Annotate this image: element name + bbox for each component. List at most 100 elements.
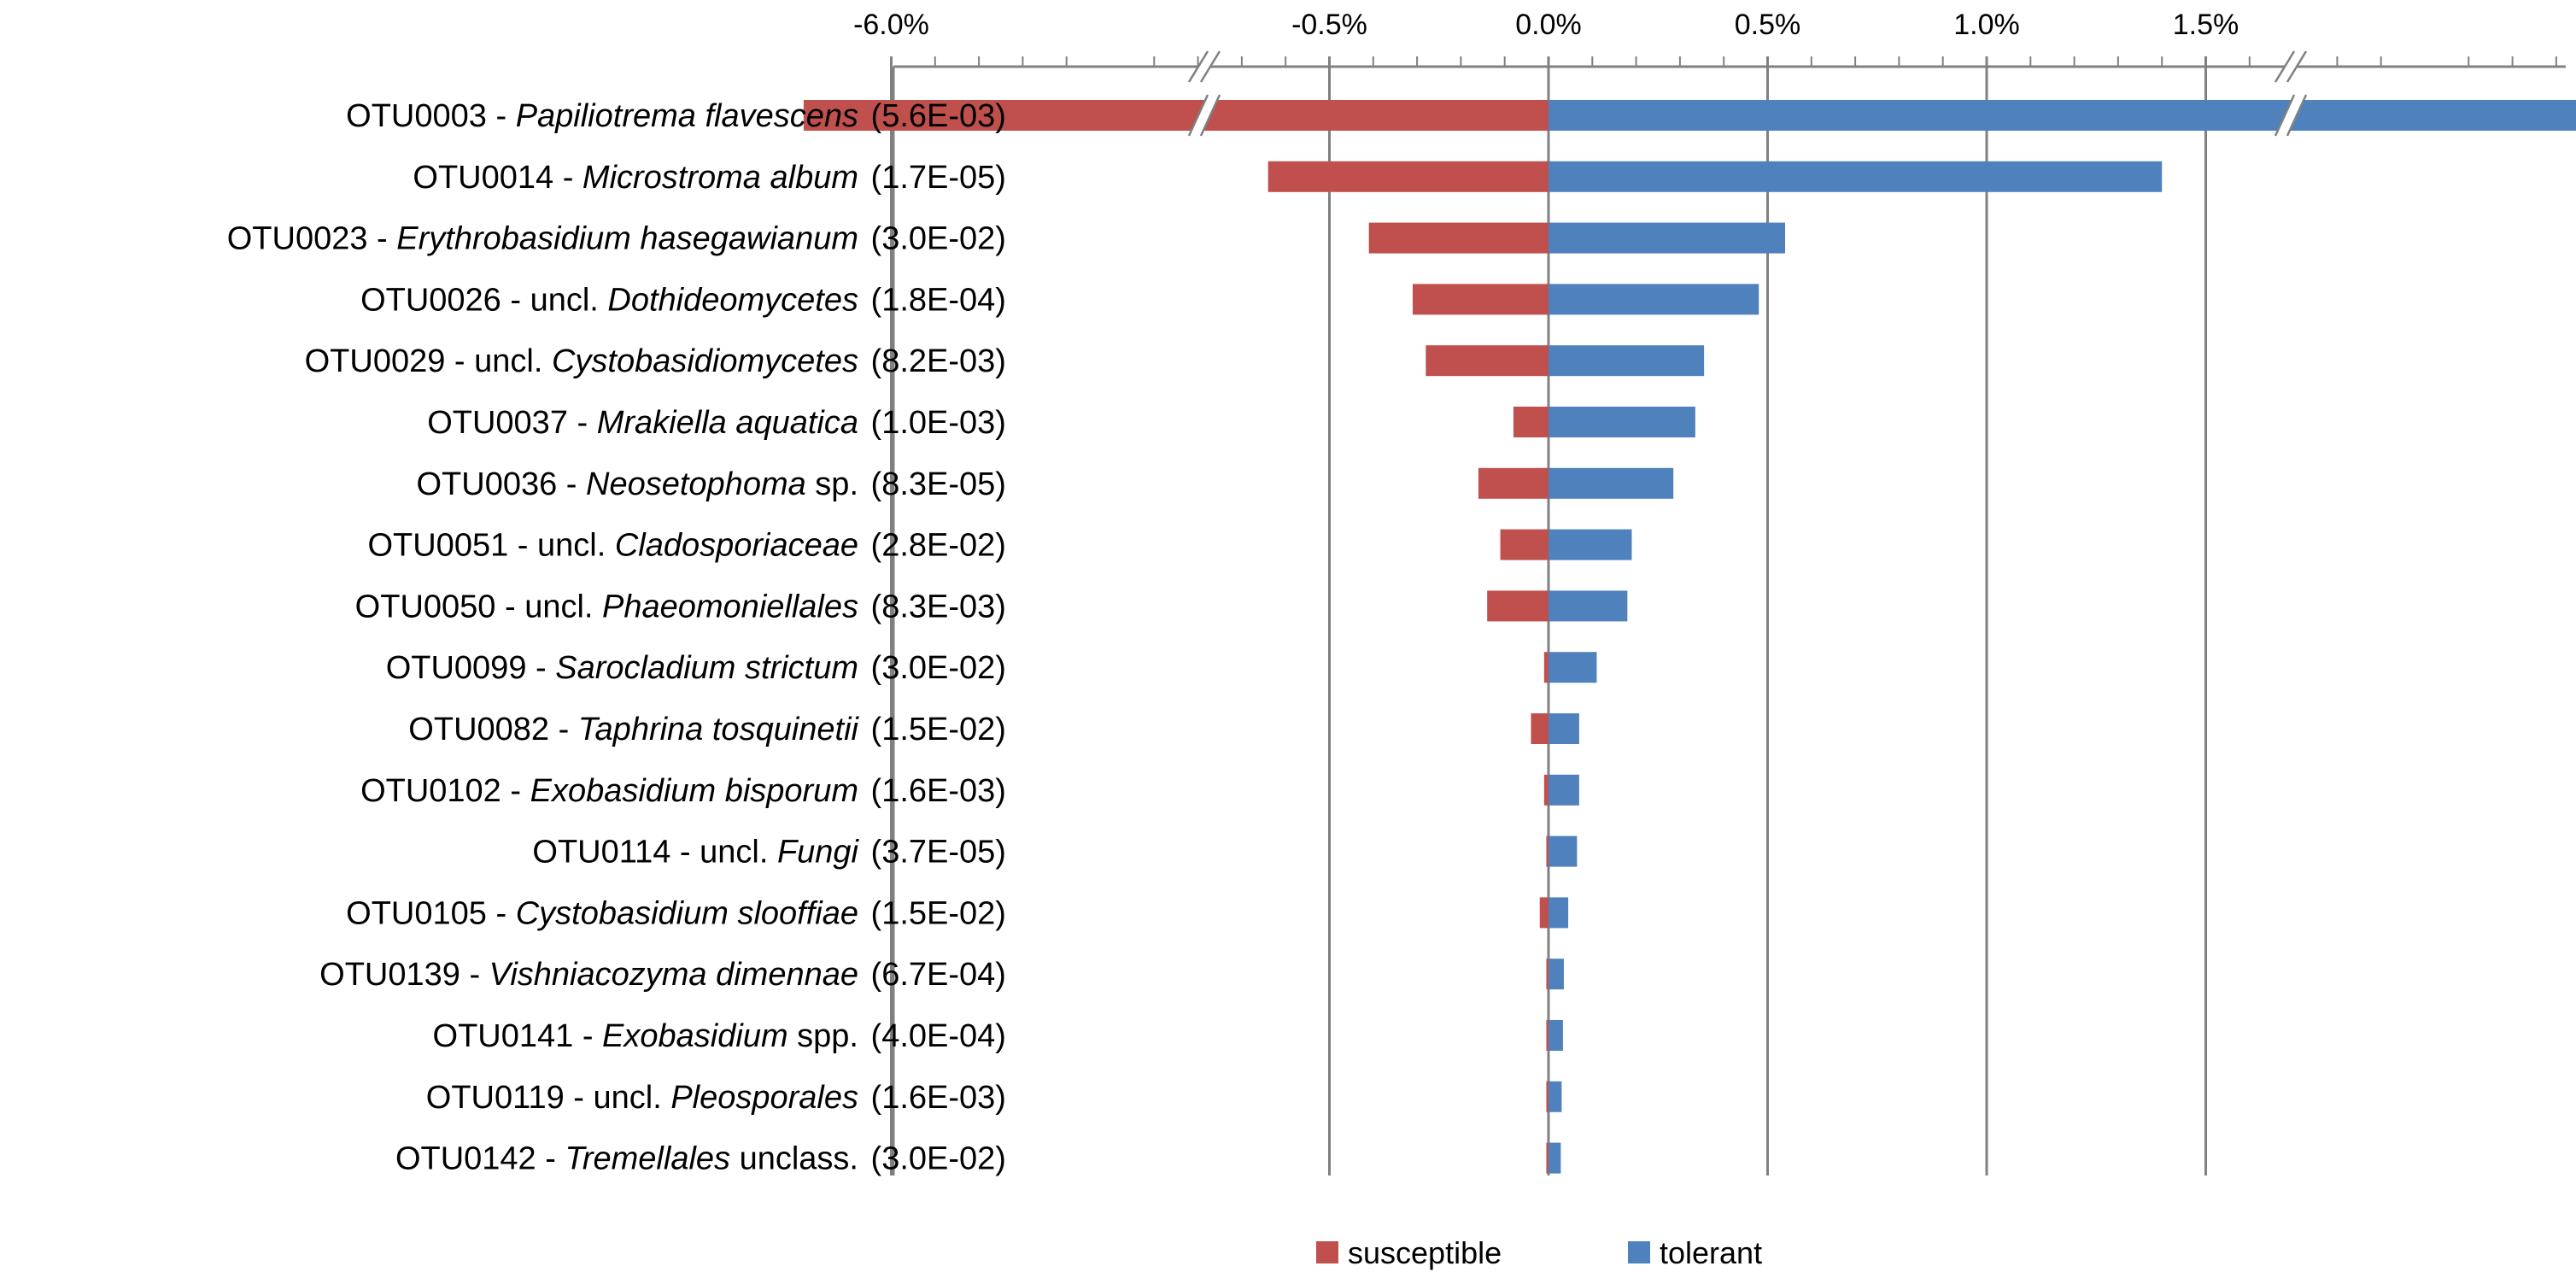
axis-break-line <box>1199 94 1221 137</box>
p-value: (3.7E-05) <box>862 835 1006 871</box>
row-label: OTU0003 - Papiliotrema flavescens <box>346 98 858 134</box>
axis-breaks <box>1187 50 2308 137</box>
taxon-name: Exobasidium bisporum <box>530 773 858 809</box>
bar-tolerant <box>1549 652 1597 683</box>
legend: susceptible tolerant <box>1316 1235 1762 1270</box>
otu-id: OTU0114 - uncl. <box>532 835 777 871</box>
x-tick-label: 1.5% <box>2173 9 2239 41</box>
row-label: OTU0102 - Exobasidium bisporum <box>360 773 858 809</box>
axis-break-gap <box>1189 51 1220 82</box>
otu-id: OTU0051 - uncl. <box>367 528 614 564</box>
row-label: OTU0099 - Sarocladium strictum <box>386 650 858 686</box>
bar-susceptible <box>1546 1020 1549 1051</box>
p-value: (2.8E-02) <box>862 528 1006 564</box>
p-value: (3.0E-02) <box>862 650 1006 686</box>
row-label: OTU0082 - Taphrina tosquinetii <box>408 712 859 747</box>
row-label: OTU0119 - uncl. Pleosporales <box>426 1080 858 1116</box>
taxon-name: Phaeomoniellales <box>602 589 858 624</box>
otu-id: OTU0099 - <box>386 650 556 686</box>
taxon-name: Vishniacozyma dimennae <box>489 957 858 993</box>
row-label: OTU0141 - Exobasidium spp. <box>433 1018 858 1054</box>
p-value: (3.0E-02) <box>862 1141 1006 1177</box>
otu-id: OTU0141 - <box>433 1018 603 1054</box>
p-value: (1.6E-03) <box>862 773 1006 809</box>
taxon-name: Papiliotrema flavescens <box>516 98 858 134</box>
taxon-name: Cystobasidiomycetes <box>552 343 858 379</box>
p-value: (1.5E-02) <box>862 895 1006 931</box>
bar-tolerant <box>1549 713 1579 744</box>
taxon-name: Tremellales <box>565 1141 730 1177</box>
row-label: OTU0139 - Vishniacozyma dimennae <box>319 957 858 993</box>
p-value: (1.7E-05) <box>862 160 1006 196</box>
otu-id: OTU0050 - uncl. <box>355 589 602 624</box>
bar-tolerant <box>1549 345 1705 377</box>
otu-id: OTU0023 - <box>227 221 397 257</box>
taxon-name: Microstroma album <box>583 160 858 196</box>
bar-tolerant <box>1549 467 1674 499</box>
otu-id: OTU0119 - uncl. <box>426 1080 671 1116</box>
bar-tolerant <box>1549 529 1632 560</box>
axis-break-line <box>2286 94 2308 137</box>
row-label: OTU0026 - uncl. Dothideomycetes <box>360 282 858 318</box>
taxon-suffix: unclass. <box>730 1141 858 1177</box>
bar-tolerant <box>1549 222 1786 254</box>
legend-label-tolerant: tolerant <box>1660 1235 1762 1270</box>
otu-id: OTU0105 - <box>346 895 516 931</box>
row-label: OTU0105 - Cystobasidium slooffiae <box>346 895 858 931</box>
bar-susceptible <box>1500 529 1549 560</box>
bar-susceptible <box>1539 897 1549 929</box>
bar-susceptible <box>1368 222 1549 254</box>
bar-susceptible <box>1546 835 1549 867</box>
otu-id: OTU0026 - uncl. <box>360 282 607 318</box>
bar-susceptible <box>1546 1142 1549 1174</box>
taxon-name: Neosetophoma <box>586 466 806 502</box>
p-value: (8.3E-03) <box>862 589 1006 624</box>
otu-id: OTU0037 - <box>427 405 597 441</box>
p-value: (1.5E-02) <box>862 712 1006 747</box>
p-value: (1.0E-03) <box>862 405 1006 441</box>
axis-break-gap <box>1189 95 1220 136</box>
bar-susceptible <box>1268 161 1549 192</box>
row-label: OTU0037 - Mrakiella aquatica <box>427 405 858 441</box>
p-value: (1.8E-04) <box>862 282 1006 318</box>
taxon-suffix: sp. <box>806 466 858 502</box>
legend-swatch-susceptible <box>1316 1241 1338 1263</box>
axis-break-gap <box>2275 95 2306 136</box>
axis-break-gap <box>2275 51 2306 82</box>
legend-swatch-tolerant <box>1628 1241 1650 1263</box>
bar-tolerant <box>1549 284 1759 315</box>
taxon-name: Sarocladium strictum <box>555 650 858 686</box>
x-tick-label: 0.0% <box>1515 9 1582 41</box>
taxon-name: Cladosporiaceae <box>615 528 858 564</box>
otu-id: OTU0029 - uncl. <box>305 343 552 379</box>
axis-break-line <box>2274 50 2296 83</box>
row-label: OTU0114 - uncl. Fungi <box>532 835 859 871</box>
otu-id: OTU0082 - <box>408 712 578 747</box>
bar-susceptible <box>1531 713 1549 744</box>
p-value: (4.0E-04) <box>862 1018 1006 1054</box>
bar-susceptible <box>803 100 1549 131</box>
row-labels: OTU0003 - Papiliotrema flavescens (5.6E-… <box>227 98 1006 1177</box>
bar-tolerant <box>1549 897 1569 929</box>
tick-labels: -9.0%-6.0%-0.5%0.0%0.5%1.0%1.5%12.0% <box>853 9 2239 41</box>
row-label: OTU0036 - Neosetophoma sp. <box>416 466 858 502</box>
taxon-suffix: spp. <box>788 1018 858 1054</box>
x-tick-label: -0.5% <box>1291 9 1367 41</box>
row-label: OTU0014 - Microstroma album <box>413 160 858 196</box>
otu-id: OTU0003 - <box>346 98 516 134</box>
p-value: (5.6E-03) <box>862 98 1006 134</box>
taxon-name: Exobasidium <box>602 1018 788 1054</box>
bar-susceptible <box>1412 284 1549 315</box>
p-value: (8.3E-05) <box>862 466 1006 502</box>
p-value: (6.7E-04) <box>862 957 1006 993</box>
axis-break-line <box>1199 50 1221 83</box>
bar-susceptible <box>1546 958 1549 990</box>
bar-tolerant <box>1549 1020 1563 1051</box>
bar-tolerant <box>1549 774 1579 806</box>
bar-susceptible <box>1478 467 1549 499</box>
bar-susceptible <box>1546 1081 1549 1112</box>
otu-id: OTU0142 - <box>395 1141 565 1177</box>
row-label: OTU0050 - uncl. Phaeomoniellales <box>355 589 858 624</box>
top-axis <box>890 56 2566 68</box>
taxon-name: Fungi <box>777 835 860 871</box>
